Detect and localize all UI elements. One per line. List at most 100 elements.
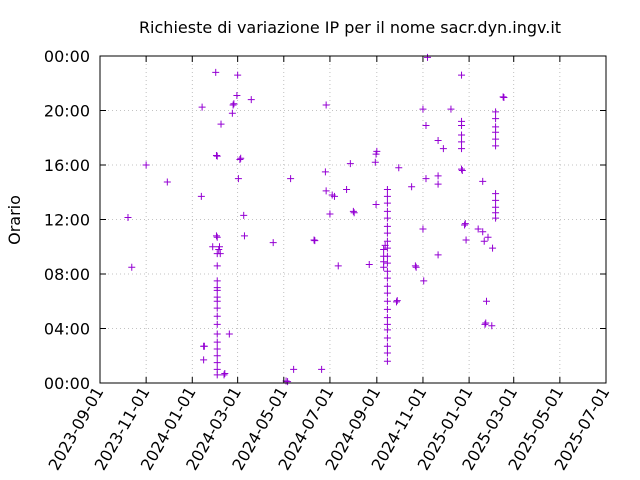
data-point (322, 101, 330, 109)
data-point (424, 53, 432, 61)
data-point (290, 365, 298, 373)
data-point (383, 357, 391, 365)
data-point (383, 259, 391, 267)
data-point (383, 229, 391, 237)
data-point (225, 330, 233, 338)
data-point (458, 138, 466, 146)
data-point (230, 100, 238, 108)
data-point (383, 199, 391, 207)
data-point (240, 211, 248, 219)
data-point (213, 262, 221, 270)
data-point (213, 293, 221, 301)
data-point (221, 369, 229, 377)
data-point (383, 349, 391, 357)
data-point (419, 105, 427, 113)
data-point (434, 172, 442, 180)
data-point (213, 365, 221, 373)
data-point (233, 92, 241, 100)
y-tick-label: 12:00 (44, 211, 90, 230)
data-point (458, 121, 466, 129)
data-point (198, 103, 206, 111)
data-point (393, 297, 401, 305)
data-point (458, 165, 466, 173)
data-point (321, 168, 329, 176)
data-point (209, 243, 217, 251)
data-point (380, 263, 388, 271)
data-point (383, 342, 391, 350)
data-point (383, 314, 391, 322)
data-point (371, 158, 379, 166)
y-tick-label: 04:00 (44, 320, 90, 339)
data-point (383, 282, 391, 290)
data-point (213, 330, 221, 338)
data-point (346, 160, 354, 168)
data-point (269, 239, 277, 247)
data-point (439, 145, 447, 153)
data-point (458, 166, 466, 174)
data-point (499, 93, 507, 101)
data-point (481, 320, 489, 328)
data-point (310, 236, 318, 244)
data-point (213, 312, 221, 320)
y-tick-label: 08:00 (44, 265, 90, 284)
grid-lines (100, 56, 606, 383)
y-tick-label: 00:00 (44, 47, 90, 66)
data-point (200, 342, 208, 350)
data-point (237, 154, 245, 162)
data-point (365, 260, 373, 268)
data-point (461, 220, 469, 228)
data-point (383, 214, 391, 222)
data-point (383, 297, 391, 305)
data-point (383, 320, 391, 328)
data-point (383, 252, 391, 260)
data-point (474, 225, 482, 233)
data-point (458, 145, 466, 153)
data-point (392, 298, 400, 306)
data-point (234, 175, 242, 183)
data-point (213, 152, 221, 160)
data-point (420, 277, 428, 285)
data-point (200, 356, 208, 364)
data-point (216, 243, 224, 251)
data-points (124, 53, 508, 386)
data-point (197, 192, 205, 200)
data-point (492, 214, 500, 222)
data-point (213, 284, 221, 292)
data-point (213, 277, 221, 285)
data-point (412, 263, 420, 271)
data-point (492, 128, 500, 136)
data-point (462, 236, 470, 244)
data-point (482, 297, 490, 305)
data-point (350, 209, 358, 217)
y-tick-label: 20:00 (44, 102, 90, 121)
data-point (213, 345, 221, 353)
data-point (228, 109, 236, 117)
data-point (213, 359, 221, 367)
data-point (492, 190, 500, 198)
y-tick-label: 16:00 (44, 156, 90, 175)
data-point (383, 289, 391, 297)
data-point (349, 207, 357, 215)
data-point (311, 237, 319, 245)
y-tick-label: 00:00 (44, 374, 90, 393)
data-point (284, 378, 292, 386)
data-point (500, 94, 508, 102)
data-point (124, 213, 132, 221)
data-point (380, 245, 388, 253)
data-point (383, 334, 391, 342)
data-point (213, 338, 221, 346)
data-point (343, 186, 351, 194)
data-point (383, 186, 391, 194)
data-point (142, 161, 150, 169)
plot-frame (99, 55, 607, 384)
data-point (458, 131, 466, 139)
data-point (484, 233, 492, 241)
data-point (482, 319, 490, 327)
data-point (422, 121, 430, 129)
data-point (489, 244, 497, 252)
data-point (411, 262, 419, 270)
data-point (479, 228, 487, 236)
chart-title: Richieste di variazione IP per il nome s… (139, 18, 561, 37)
data-point (217, 120, 225, 128)
